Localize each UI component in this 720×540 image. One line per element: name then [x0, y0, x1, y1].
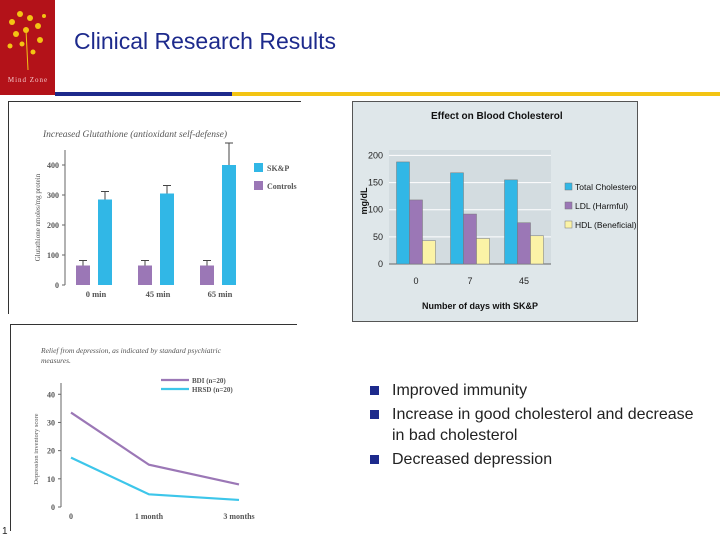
- bullet-text: Decreased depression: [392, 451, 553, 468]
- y-tick-label: 0: [51, 503, 55, 512]
- legend-swatch: [564, 182, 573, 191]
- legend-label: BDI (n=20): [192, 377, 226, 385]
- bar-total: [396, 161, 410, 265]
- x-tick-label: 0: [69, 512, 73, 521]
- legend-swatch: [564, 201, 573, 210]
- square-bullet-icon: [370, 455, 379, 464]
- y-axis-label: Glutathione nmoles/mg protein: [34, 173, 42, 261]
- x-tick-label: 45: [519, 276, 529, 286]
- flower-logo-icon: [7, 11, 46, 71]
- series-line-hrsd: [70, 456, 240, 502]
- y-tick-label: 20: [47, 447, 55, 456]
- square-bullet-icon: [370, 410, 379, 419]
- y-axis-label: mg/dL: [359, 187, 369, 214]
- y-axis-label: Depression inventory score: [33, 413, 40, 484]
- bar-skp: [222, 165, 236, 285]
- depression-chart-panel: Relief from depression, as indicated by …: [10, 324, 297, 531]
- page-title: Clinical Research Results: [74, 28, 337, 54]
- y-tick-label: 400: [47, 161, 59, 170]
- glutathione-chart-panel: Increased Glutathione (antioxidant self-…: [8, 101, 301, 314]
- y-tick-label: 50: [373, 232, 383, 242]
- bar-controls: [200, 265, 214, 285]
- chart-title: Increased Glutathione (antioxidant self-…: [42, 129, 227, 140]
- bar-hdl: [422, 240, 436, 265]
- x-tick-label: 65 min: [208, 289, 233, 299]
- x-tick-label: 1 month: [135, 512, 164, 521]
- title-rule-navy: [55, 92, 232, 96]
- cholesterol-chart-panel: Effect on Blood Cholesterol 0 50 100 150 200 m…: [352, 101, 638, 322]
- y-tick-label: 100: [368, 205, 383, 215]
- y-tick-label: 40: [47, 390, 55, 399]
- bullet-text: Improved immunity: [392, 382, 528, 399]
- x-tick-label: 7: [467, 276, 472, 286]
- bar-total: [450, 172, 464, 265]
- legend-label: Controls: [267, 182, 297, 191]
- bar-skp: [98, 199, 112, 285]
- bar-ldl: [463, 213, 477, 265]
- chart-title: Relief from depression, as indicated by …: [40, 346, 222, 355]
- x-tick-label: 3 months: [223, 512, 254, 521]
- glutathione-chart: Increased Glutathione (antioxidant self-…: [34, 129, 297, 299]
- title-rule-yellow: [232, 92, 720, 96]
- y-tick-label: 200: [47, 221, 59, 230]
- bullet-text: Increase in good cholesterol and decreas…: [392, 406, 694, 444]
- square-bullet-icon: [370, 386, 379, 395]
- legend-label: SK&P: [267, 164, 289, 173]
- x-tick-label: 0: [413, 276, 418, 286]
- bullet-item: Increase in good cholesterol and decreas…: [366, 404, 696, 446]
- y-tick-label: 300: [47, 191, 59, 200]
- bar-ldl: [409, 199, 423, 265]
- legend-swatch: [564, 220, 573, 229]
- bar-controls: [76, 265, 90, 285]
- x-tick-label: 0 min: [86, 289, 107, 299]
- chart-title: Effect on Blood Cholesterol: [431, 111, 563, 122]
- bar-total: [504, 179, 518, 265]
- bullet-item: Improved immunity: [366, 380, 696, 401]
- bar-controls: [138, 265, 152, 285]
- y-tick-label: 100: [47, 251, 59, 260]
- legend-swatch: [254, 163, 263, 172]
- x-axis-label: Number of days with SK&P: [422, 301, 538, 311]
- legend-label: Total Cholesterol: [575, 182, 637, 192]
- bullet-item: Decreased depression: [366, 449, 696, 470]
- legend-label: HRSD (n=20): [192, 386, 233, 394]
- y-tick-label: 150: [368, 178, 383, 188]
- y-tick-label: 200: [368, 150, 383, 160]
- bar-hdl: [530, 235, 544, 265]
- x-tick-label: 45 min: [146, 289, 171, 299]
- brand-logo: Mind Zone: [0, 0, 55, 95]
- y-tick-label: 0: [55, 281, 59, 290]
- bar-ldl: [517, 222, 531, 265]
- legend-label: LDL (Harmful): [575, 201, 628, 211]
- y-tick-label: 10: [47, 475, 55, 484]
- series-line-bdi: [70, 411, 240, 486]
- legend-label: HDL (Beneficial): [575, 220, 637, 230]
- logo-wordmark: Mind Zone: [7, 76, 49, 84]
- cholesterol-chart: Effect on Blood Cholesterol 0 50 100 150 200 m…: [359, 111, 637, 311]
- chart-title-line2: measures.: [41, 356, 71, 365]
- y-tick-label: 0: [378, 259, 383, 269]
- depression-chart: Relief from depression, as indicated by …: [33, 346, 255, 521]
- legend-swatch: [254, 181, 263, 190]
- page-number: 1: [2, 526, 8, 537]
- bar-skp: [160, 193, 174, 285]
- bar-hdl: [476, 238, 490, 265]
- results-bullet-list: Improved immunity Increase in good chole…: [366, 380, 696, 473]
- y-tick-label: 30: [47, 418, 55, 427]
